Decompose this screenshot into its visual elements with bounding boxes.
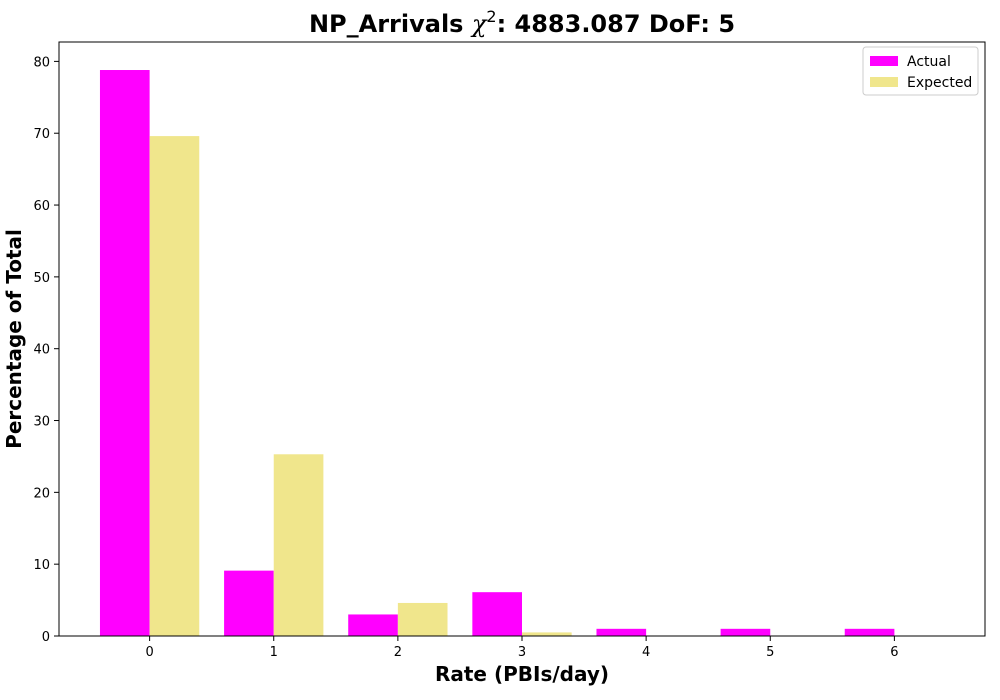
x-tick-label: 1 bbox=[270, 645, 278, 660]
bar-expected-0 bbox=[149, 136, 200, 636]
bar-expected-1 bbox=[273, 454, 324, 636]
bar-expected-2 bbox=[397, 602, 448, 636]
y-tick-label: 10 bbox=[33, 558, 50, 573]
y-axis: 0 10 20 30 40 50 60 70 80 bbox=[33, 55, 59, 645]
bar-actual-2 bbox=[348, 614, 398, 636]
y-tick-label: 0 bbox=[42, 630, 50, 645]
x-tick-label: 4 bbox=[642, 645, 650, 660]
y-tick-label: 20 bbox=[33, 486, 50, 501]
legend-swatch-expected bbox=[870, 77, 898, 87]
x-axis: 0 1 2 3 4 5 6 bbox=[145, 636, 899, 660]
bar-actual-1 bbox=[224, 570, 274, 636]
x-tick-label: 3 bbox=[518, 645, 526, 660]
legend: Actual Expected bbox=[862, 46, 979, 96]
title-superscript: 2 bbox=[486, 7, 496, 26]
bar-actual-4 bbox=[596, 628, 647, 636]
y-tick-label: 50 bbox=[33, 271, 50, 286]
x-tick-label: 2 bbox=[394, 645, 402, 660]
bar-expected-3 bbox=[522, 632, 572, 636]
bar-actual-3 bbox=[472, 592, 522, 636]
y-tick-label: 40 bbox=[33, 343, 50, 358]
x-axis-label: Rate (PBIs/day) bbox=[435, 662, 609, 686]
y-tick-label: 60 bbox=[33, 199, 50, 214]
y-axis-label: Percentage of Total bbox=[2, 229, 26, 449]
legend-swatch-actual bbox=[870, 56, 898, 66]
chart-title: NP_Arrivals χ2: 4883.087 DoF: 5 bbox=[309, 7, 735, 38]
title-chi-symbol: χ bbox=[470, 10, 488, 38]
title-text: NP_Arrivals bbox=[309, 10, 472, 38]
y-tick-label: 80 bbox=[33, 55, 50, 70]
bar-actual-5 bbox=[720, 628, 771, 636]
title-stats: : 4883.087 DoF: 5 bbox=[497, 10, 735, 38]
bar-actual-0 bbox=[99, 70, 150, 637]
y-tick-label: 30 bbox=[33, 415, 50, 430]
bar-actual-6 bbox=[844, 628, 895, 636]
bars bbox=[99, 70, 895, 637]
x-tick-label: 0 bbox=[145, 645, 153, 660]
x-tick-label: 5 bbox=[766, 645, 774, 660]
legend-label-actual: Actual bbox=[907, 54, 951, 70]
legend-label-expected: Expected bbox=[907, 75, 972, 91]
x-tick-label: 6 bbox=[890, 645, 898, 660]
y-tick-label: 70 bbox=[33, 127, 50, 142]
